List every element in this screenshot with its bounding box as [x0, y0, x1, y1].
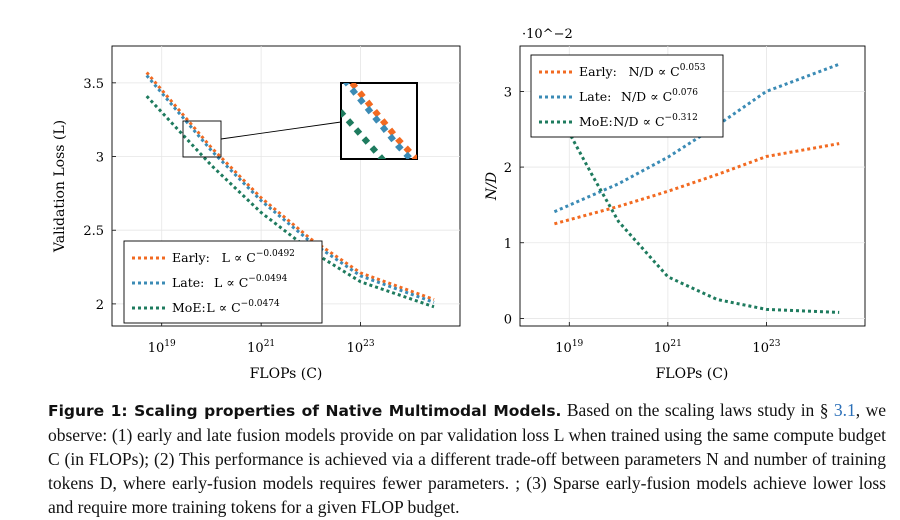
x-tick-label: 1023: [347, 339, 375, 356]
legend-label-late: Late:: [579, 89, 611, 104]
x-tick-label: 1019: [148, 339, 176, 356]
x-axis-label: FLOPs (C): [250, 366, 323, 382]
legend-label-early: Early:: [579, 64, 617, 79]
x-tick-label: 1023: [752, 339, 780, 356]
y-axis-label: N/D: [484, 172, 500, 201]
series-line-moe: [145, 95, 435, 309]
inset-line-early: [348, 83, 417, 159]
y-tick-label: 0: [504, 312, 512, 327]
plot-frame: [111, 45, 461, 327]
caption-text-1: Based on the scaling laws study in §: [561, 400, 834, 420]
y-tick-label: 3.5: [83, 77, 104, 92]
plot-frame: [519, 45, 866, 327]
nd-ratio-chart: 1019 1021 1023 0 1 2 3 ·10^−2 FLOPs (C) N/D Ea…: [484, 27, 866, 382]
y-tick-label: 2.5: [83, 224, 104, 239]
x-tick-label: 1021: [654, 339, 682, 356]
caption-lead: Figure 1: Scaling properties of Native M…: [48, 402, 562, 420]
figure-caption: Figure 1: Scaling properties of Native M…: [48, 398, 886, 519]
legend-label-early: Early:: [172, 250, 210, 265]
series-line-late: [145, 74, 435, 304]
inset-line-late: [342, 83, 415, 159]
caption-text-2: , we observe: (1) early and late fusion …: [48, 400, 887, 517]
zoom-connector: [220, 121, 342, 140]
series-line-early: [554, 142, 840, 226]
legend-label-late: Late:: [172, 275, 204, 290]
y-tick-label: 1: [504, 237, 512, 252]
y-tick-label: 2: [96, 298, 104, 313]
section-link[interactable]: 3.1: [833, 400, 856, 420]
legend-label-moe: MoE:: [172, 300, 206, 315]
y-multiplier: ·10^−2: [522, 27, 573, 42]
y-axis-label: Validation Loss (L): [52, 120, 68, 253]
x-axis-label: FLOPs (C): [656, 366, 729, 382]
legend-label-moe: MoE:: [579, 114, 613, 129]
y-tick-label: 3: [504, 85, 512, 100]
x-tick-label: 1019: [555, 339, 583, 356]
series-line-early: [145, 71, 435, 301]
loss-chart: 1019 1021 1023 2 2.5 3 3.5 FLOPs (C) Validatio…: [52, 45, 461, 382]
y-tick-label: 2: [504, 161, 512, 176]
x-tick-label: 1021: [247, 339, 275, 356]
y-tick-label: 3: [96, 151, 104, 166]
series-line-moe: [553, 96, 840, 314]
